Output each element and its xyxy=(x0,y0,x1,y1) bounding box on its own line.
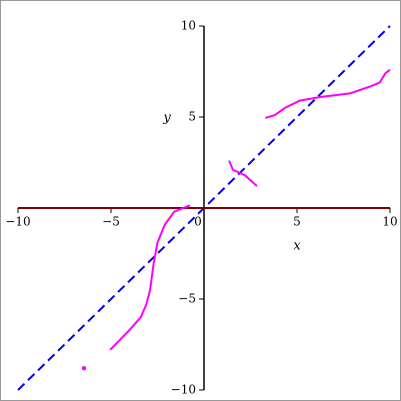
x-axis-label: x xyxy=(293,239,301,254)
y-tick-label: 5 xyxy=(188,110,196,124)
y-axis-label: y xyxy=(162,111,171,126)
x-tick-label: −10 xyxy=(5,215,30,229)
point xyxy=(81,365,87,371)
x-tick-label: 0 xyxy=(194,215,202,229)
y-tick-label: 10 xyxy=(181,19,196,33)
x-tick-label: −5 xyxy=(102,215,120,229)
y-tick-label: −10 xyxy=(171,383,196,397)
x-tick-label: 10 xyxy=(382,215,397,229)
y-tick-label: −5 xyxy=(178,292,196,306)
x-tick-label: 5 xyxy=(293,215,301,229)
series-line xyxy=(109,68,391,351)
